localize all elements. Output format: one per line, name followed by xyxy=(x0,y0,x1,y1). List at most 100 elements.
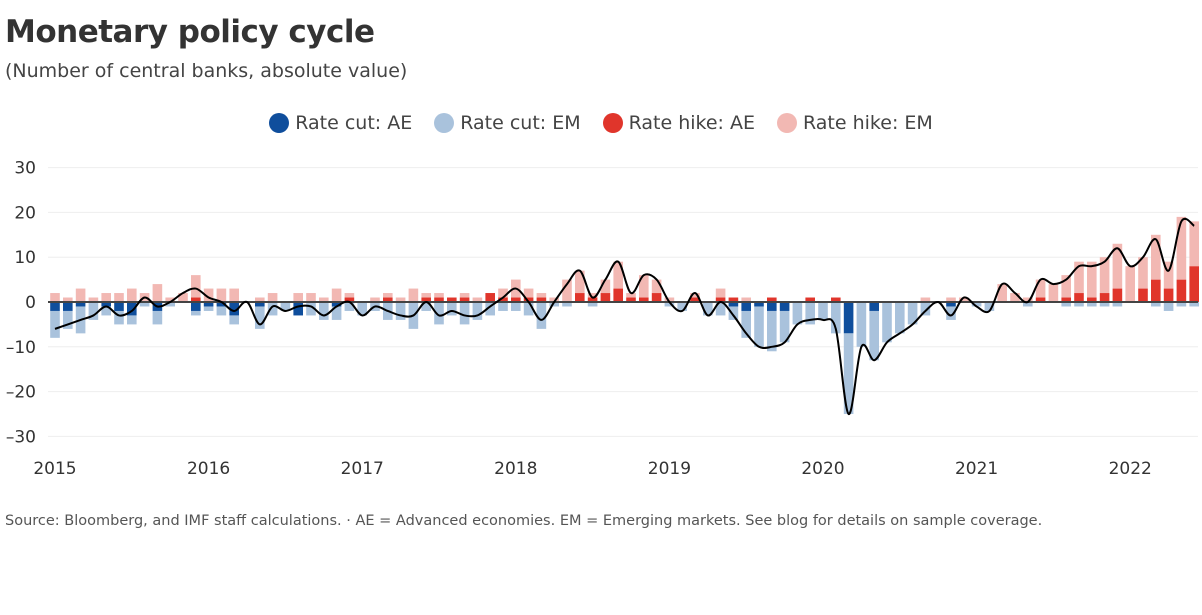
x-tick-label: 2020 xyxy=(801,459,844,479)
bar-segment xyxy=(1112,302,1123,307)
bar-segment xyxy=(447,297,457,302)
bar-segment xyxy=(344,302,355,311)
bar-segment xyxy=(229,315,239,325)
bar-segment xyxy=(319,297,329,302)
bar-segment xyxy=(421,293,431,298)
bar-segment xyxy=(651,293,662,302)
bar-segment xyxy=(306,302,316,316)
bar-segment xyxy=(831,302,841,334)
bar-segment xyxy=(101,306,111,316)
bar-segment xyxy=(626,297,636,302)
bar-segment xyxy=(895,302,905,334)
bar-segment xyxy=(562,279,572,302)
legend: Rate cut: AE Rate cut: EM Rate hike: AE … xyxy=(0,112,1202,134)
bar-segment xyxy=(127,302,137,316)
bar-segment xyxy=(626,293,636,298)
bar-segment xyxy=(690,297,700,302)
chart-subtitle: (Number of central banks, absolute value… xyxy=(5,60,408,82)
bar-segment xyxy=(114,310,124,325)
bar-segment xyxy=(1112,288,1123,302)
source-note: Source: Bloomberg, and IMF staff calcula… xyxy=(5,513,1043,529)
bar-segment xyxy=(216,288,227,302)
bar-segment xyxy=(472,297,483,302)
bar-segment xyxy=(127,315,137,325)
bar-segment xyxy=(1087,302,1097,307)
bar-segment xyxy=(485,302,495,316)
bar-segment xyxy=(383,297,393,302)
bar-segment xyxy=(152,310,163,325)
bar-segment xyxy=(613,261,623,289)
bar-segment xyxy=(459,302,470,325)
bar-segment xyxy=(178,293,188,302)
bar-segment xyxy=(754,306,764,347)
legend-swatch-icon xyxy=(434,113,455,133)
x-tick-label: 2019 xyxy=(648,459,691,479)
chart-title: Monetary policy cycle xyxy=(5,14,375,50)
bar-segment xyxy=(536,293,547,298)
bar-segment xyxy=(818,302,828,320)
bar-segment xyxy=(421,297,431,302)
bar-segment xyxy=(139,302,150,307)
legend-item-hike-ae: Rate hike: AE xyxy=(602,112,755,134)
bar-segment xyxy=(1099,257,1110,294)
y-tick-label: 10 xyxy=(14,248,36,268)
bar-segment xyxy=(741,297,751,302)
bar-segment xyxy=(216,306,227,316)
bar-segment xyxy=(1151,302,1161,307)
legend-item-cut-em: Rate cut: EM xyxy=(434,112,581,134)
y-tick-label: 20 xyxy=(14,203,36,223)
legend-label: Rate cut: EM xyxy=(460,112,581,134)
x-tick-label: 2021 xyxy=(955,459,998,479)
bar-segment xyxy=(767,302,777,311)
bar-segment xyxy=(344,297,355,302)
bar-segment xyxy=(1099,293,1110,302)
bar-segment xyxy=(1125,266,1135,302)
bar-segment xyxy=(319,302,329,320)
bar-segment xyxy=(255,302,265,307)
bar-segment xyxy=(395,302,406,320)
bar-segment xyxy=(549,302,559,307)
bar-segment xyxy=(869,310,879,361)
bar-segment xyxy=(728,297,739,302)
bar-segment xyxy=(127,288,137,302)
bar-segment xyxy=(1189,302,1199,307)
bar-segment xyxy=(1163,288,1174,302)
bar-segment xyxy=(600,293,611,302)
bar-segment xyxy=(1087,297,1097,302)
bar-segment xyxy=(280,302,291,311)
x-tick-label: 2015 xyxy=(33,459,76,479)
bar-segment xyxy=(203,288,214,302)
bar-segment xyxy=(50,302,60,311)
bar-segment xyxy=(498,288,508,298)
bar-segment xyxy=(165,302,175,307)
bar-segment xyxy=(293,302,303,316)
bar-segment xyxy=(575,270,585,294)
bar-segment xyxy=(792,302,803,325)
bar-segment xyxy=(216,302,227,307)
bar-segment xyxy=(549,297,559,302)
bar-segment xyxy=(229,302,239,316)
bar-segment xyxy=(920,297,931,302)
bar-segment xyxy=(587,302,598,307)
bar-segment xyxy=(575,293,585,302)
bar-segment xyxy=(191,310,201,316)
bar-segment xyxy=(191,297,201,302)
bar-segment xyxy=(1189,266,1199,302)
legend-swatch-icon xyxy=(269,113,290,133)
bar-segment xyxy=(523,288,534,298)
bar-segment xyxy=(1023,302,1033,307)
legend-label: Rate hike: AE xyxy=(628,112,755,134)
bar-segment xyxy=(639,275,649,298)
bar-segment xyxy=(1176,302,1187,307)
bar-segment xyxy=(191,275,201,298)
y-tick-label: 0 xyxy=(25,293,36,313)
legend-swatch-icon xyxy=(777,113,797,133)
bar-segment xyxy=(370,297,380,302)
bar-segment xyxy=(767,310,777,352)
bar-segment xyxy=(1023,297,1033,302)
bar-segment xyxy=(63,297,73,302)
bar-segment xyxy=(101,302,111,307)
bar-segment xyxy=(383,293,393,298)
bar-segment xyxy=(754,302,764,307)
bar-segment xyxy=(767,297,777,302)
